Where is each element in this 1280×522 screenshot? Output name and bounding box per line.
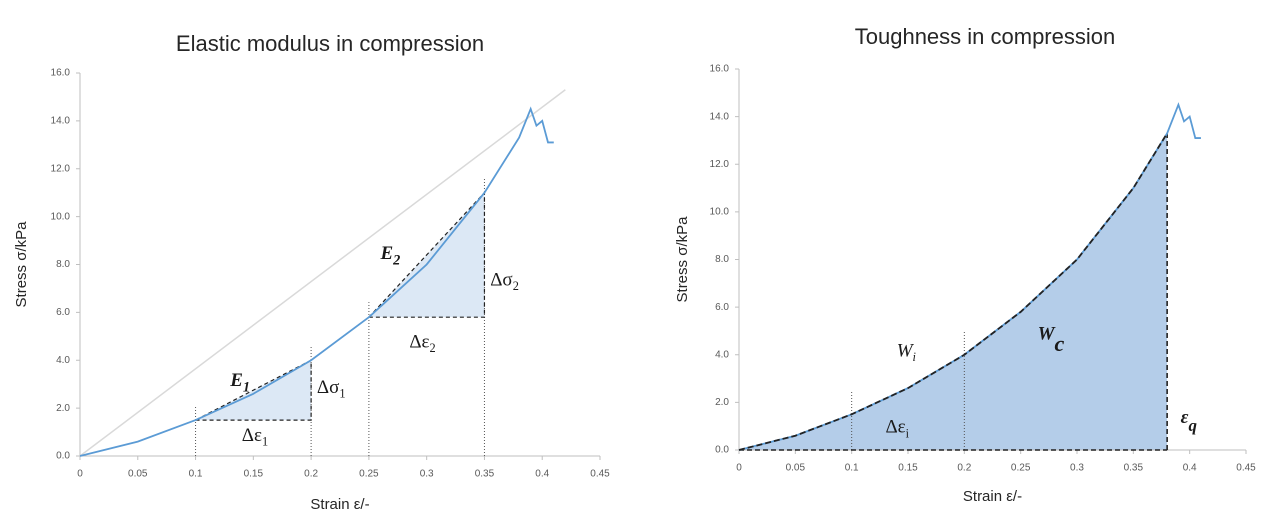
y-tick-label: 16.0 xyxy=(51,68,71,79)
x-tick-label: 0.2 xyxy=(304,469,318,480)
y-tick-label: 14.0 xyxy=(710,111,730,122)
y-tick-label: 10.0 xyxy=(710,207,730,218)
annotation-sub: q xyxy=(1188,416,1197,435)
y-axis-label: Stress σ/kPa xyxy=(13,221,30,308)
x-tick-label: 0.25 xyxy=(359,469,379,480)
annotation-sub: c xyxy=(1054,331,1064,356)
annotation-sub: 1 xyxy=(243,380,250,396)
chart-title: Elastic modulus in compression xyxy=(176,31,484,56)
x-tick-label: 0.15 xyxy=(244,469,264,480)
reference-line xyxy=(79,89,566,457)
x-tick-label: 0.25 xyxy=(1011,463,1031,474)
annotation: Δε2 xyxy=(409,332,435,355)
triangle-edges xyxy=(195,359,312,421)
triangle-edges xyxy=(367,191,486,318)
annotation-text: Δσ xyxy=(490,270,512,291)
annotation-sub: 2 xyxy=(513,279,519,293)
y-tick-label: 12.0 xyxy=(51,163,71,174)
x-tick-label: 0 xyxy=(77,469,83,480)
toughness-area xyxy=(739,133,1168,450)
x-tick-label: 0.05 xyxy=(786,463,806,474)
annotation-text: Δσ xyxy=(317,377,339,398)
annotation: Δσ2 xyxy=(490,270,519,293)
stress-strain-curve xyxy=(79,106,554,457)
annotation: εq xyxy=(1181,407,1198,434)
annotation: Wi xyxy=(897,341,917,364)
annotation-text: Δε xyxy=(885,417,905,438)
x-tick-label: 0.3 xyxy=(1070,463,1084,474)
x-tick-label: 0 xyxy=(736,463,742,474)
dashed-curve xyxy=(738,132,1168,451)
y-tick-label: 10.0 xyxy=(51,211,71,222)
y-tick-label: 0.0 xyxy=(715,445,729,456)
x-tick-label: 0.2 xyxy=(957,463,971,474)
annotation: Δεi xyxy=(885,417,909,440)
annotation: E2 xyxy=(379,243,400,269)
y-tick-label: 4.0 xyxy=(715,349,729,360)
chart-title: Toughness in compression xyxy=(855,24,1115,49)
y-tick-label: 2.0 xyxy=(715,397,729,408)
x-tick-label: 0.45 xyxy=(590,469,610,480)
y-tick-label: 12.0 xyxy=(710,159,730,170)
annotation-text: Δε xyxy=(409,332,429,353)
y-tick-label: 16.0 xyxy=(710,64,730,75)
annotation-sub: 2 xyxy=(430,341,436,355)
annotation-sub: i xyxy=(906,426,910,440)
x-tick-label: 0.45 xyxy=(1236,463,1256,474)
x-axis-label: Strain ε/- xyxy=(310,496,369,513)
x-tick-label: 0.35 xyxy=(1124,463,1144,474)
annotation-sub: 2 xyxy=(392,253,400,269)
y-tick-label: 8.0 xyxy=(56,259,70,270)
y-tick-label: 0.0 xyxy=(56,451,70,462)
annotation-text: E xyxy=(379,243,393,264)
y-tick-label: 2.0 xyxy=(56,403,70,414)
x-tick-label: 0.1 xyxy=(845,463,859,474)
annotation: Δσ1 xyxy=(317,377,346,400)
y-tick-label: 6.0 xyxy=(715,302,729,313)
annotation: Δε1 xyxy=(242,425,268,448)
annotation: E1 xyxy=(229,370,250,396)
annotation-sub: 1 xyxy=(339,387,345,401)
y-tick-label: 8.0 xyxy=(715,254,729,265)
x-tick-label: 0.3 xyxy=(420,469,434,480)
annotation-text: ε xyxy=(1181,407,1189,428)
x-tick-label: 0.35 xyxy=(475,469,495,480)
annotation: Wc xyxy=(1038,324,1065,356)
x-tick-label: 0.4 xyxy=(535,469,549,480)
y-tick-label: 6.0 xyxy=(56,307,70,318)
x-tick-label: 0.4 xyxy=(1183,463,1197,474)
annotation-text: E xyxy=(229,370,243,391)
x-tick-label: 0.15 xyxy=(898,463,918,474)
x-tick-label: 0.1 xyxy=(189,469,203,480)
annotation-text: W xyxy=(1038,324,1056,345)
annotation-text: W xyxy=(897,341,915,362)
annotation-text: Δε xyxy=(242,425,262,446)
annotation-sub: 1 xyxy=(262,434,268,448)
annotation-sub: i xyxy=(913,350,917,364)
x-axis-label: Strain ε/- xyxy=(963,488,1022,505)
y-tick-label: 4.0 xyxy=(56,355,70,366)
y-tick-label: 14.0 xyxy=(51,116,71,127)
y-axis-label: Stress σ/kPa xyxy=(674,216,691,303)
x-tick-label: 0.05 xyxy=(128,469,148,480)
